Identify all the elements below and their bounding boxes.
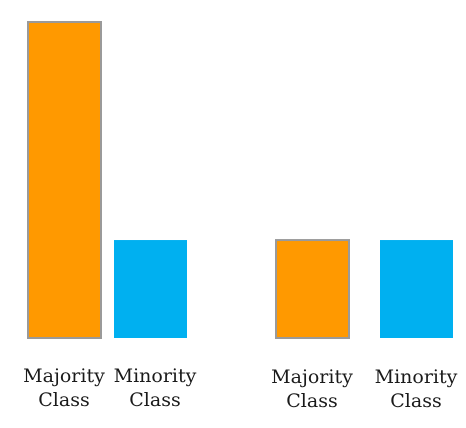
tick-label-majority-class: Majority Class [271, 366, 353, 412]
bar-minority-class [114, 240, 187, 338]
tick-label-minority-class: Minority Class [375, 366, 458, 412]
tick-label-majority-class: Majority Class [23, 365, 105, 411]
tick-label-minority-class: Minority Class [114, 365, 197, 411]
bar-chart-2: Majority Class Minority Class [271, 239, 458, 412]
bar-minority-class [380, 240, 453, 338]
bar-majority-class [275, 239, 350, 339]
bar-majority-class [27, 21, 102, 339]
